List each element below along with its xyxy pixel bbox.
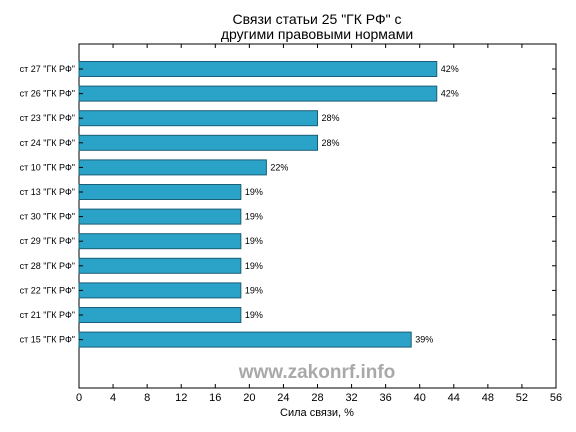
x-tick-label: 44 bbox=[448, 392, 460, 404]
watermark: www.zakonrf.info bbox=[238, 362, 396, 383]
category-label: ст 29 "ГК РФ" bbox=[20, 236, 75, 246]
bar bbox=[78, 134, 318, 151]
data-label: 19% bbox=[245, 212, 263, 222]
data-label: 19% bbox=[245, 187, 263, 197]
category-label: ст 27 "ГК РФ" bbox=[20, 64, 75, 74]
chart-title-line-2: другими правовыми нормами bbox=[221, 26, 413, 42]
x-tick-label: 8 bbox=[144, 392, 150, 404]
category-label: ст 13 "ГК РФ" bbox=[20, 187, 75, 197]
bar bbox=[78, 110, 318, 127]
category-label: ст 10 "ГК РФ" bbox=[20, 162, 75, 172]
data-label: 28% bbox=[322, 113, 340, 123]
bar bbox=[78, 61, 438, 77]
bar bbox=[78, 307, 242, 323]
data-label: 19% bbox=[245, 236, 263, 246]
category-label: ст 21 "ГК РФ" bbox=[20, 310, 75, 320]
bar bbox=[78, 85, 438, 102]
data-label: 28% bbox=[322, 138, 340, 148]
category-label: ст 15 "ГК РФ" bbox=[20, 335, 75, 345]
x-tick-label: 16 bbox=[209, 392, 221, 404]
category-label: ст 28 "ГК РФ" bbox=[20, 261, 75, 271]
bar bbox=[78, 159, 267, 176]
category-label: ст 23 "ГК РФ" bbox=[20, 113, 75, 123]
data-label: 42% bbox=[441, 64, 459, 74]
x-tick-label: 36 bbox=[380, 392, 392, 404]
x-tick-label: 24 bbox=[277, 392, 289, 404]
data-label: 42% bbox=[441, 89, 459, 99]
category-label: ст 30 "ГК РФ" bbox=[20, 212, 75, 222]
x-tick-label: 0 bbox=[76, 392, 82, 404]
bar bbox=[78, 331, 412, 348]
bar bbox=[78, 208, 242, 225]
x-tick-label: 32 bbox=[345, 392, 357, 404]
category-label: ст 22 "ГК РФ" bbox=[20, 285, 75, 295]
x-tick-label: 28 bbox=[311, 392, 323, 404]
x-tick-label: 52 bbox=[516, 392, 528, 404]
bar bbox=[78, 282, 242, 299]
bar bbox=[78, 233, 242, 250]
bar bbox=[78, 257, 242, 274]
category-label: ст 26 "ГК РФ" bbox=[20, 89, 75, 99]
x-axis-label: Сила связи, % bbox=[280, 407, 354, 419]
category-label: ст 24 "ГК РФ" bbox=[20, 138, 75, 148]
data-label: 39% bbox=[415, 335, 433, 345]
data-label: 19% bbox=[245, 261, 263, 271]
data-label: 22% bbox=[270, 162, 288, 172]
x-tick-label: 48 bbox=[482, 392, 494, 404]
chart-title-line-1: Связи статьи 25 "ГК РФ" с bbox=[233, 11, 402, 27]
data-label: 19% bbox=[245, 285, 263, 295]
x-tick-label: 40 bbox=[414, 392, 426, 404]
bar bbox=[78, 184, 242, 200]
x-tick-label: 56 bbox=[550, 392, 562, 404]
x-tick-label: 20 bbox=[243, 392, 255, 404]
x-tick-label: 4 bbox=[110, 392, 116, 404]
data-label: 19% bbox=[245, 310, 263, 320]
x-tick-label: 12 bbox=[175, 392, 187, 404]
